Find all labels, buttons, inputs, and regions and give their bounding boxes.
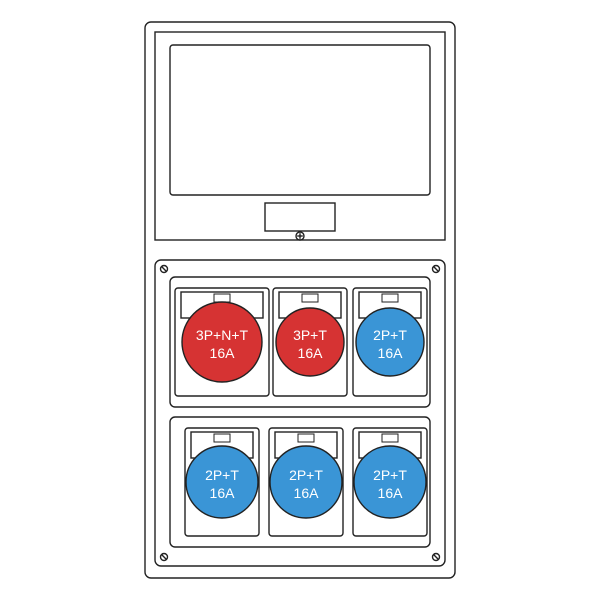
socket-5: 2P+T 16A	[353, 428, 427, 536]
latch-box	[265, 203, 335, 231]
diagram-container: 3P+N+T16A3P+T16A2P+T16A2P+T16A2P+T16A2P+…	[0, 0, 600, 600]
distribution-box-diagram: 3P+N+T16A3P+T16A2P+T16A2P+T16A2P+T16A2P+…	[0, 0, 600, 600]
socket-label-line2: 16A	[378, 345, 404, 361]
socket-label-line1: 2P+T	[373, 327, 407, 343]
socket-label-line2: 16A	[298, 345, 324, 361]
socket-label-line1: 2P+T	[373, 467, 407, 483]
socket-2: 2P+T 16A	[353, 288, 427, 396]
socket-label-line1: 2P+T	[205, 467, 239, 483]
socket-label-line1: 2P+T	[289, 467, 323, 483]
socket-label-line2: 16A	[210, 485, 236, 501]
socket-3: 2P+T 16A	[185, 428, 259, 536]
socket-label-line1: 3P+N+T	[196, 327, 249, 343]
socket-label-line2: 16A	[294, 485, 320, 501]
breaker-window	[170, 45, 430, 195]
socket-4: 2P+T 16A	[269, 428, 343, 536]
socket-label-line2: 16A	[378, 485, 404, 501]
socket-label-line2: 16A	[210, 345, 236, 361]
socket-1: 3P+T 16A	[273, 288, 347, 396]
socket-0: 3P+N+T 16A	[175, 288, 269, 396]
socket-label-line1: 3P+T	[293, 327, 327, 343]
